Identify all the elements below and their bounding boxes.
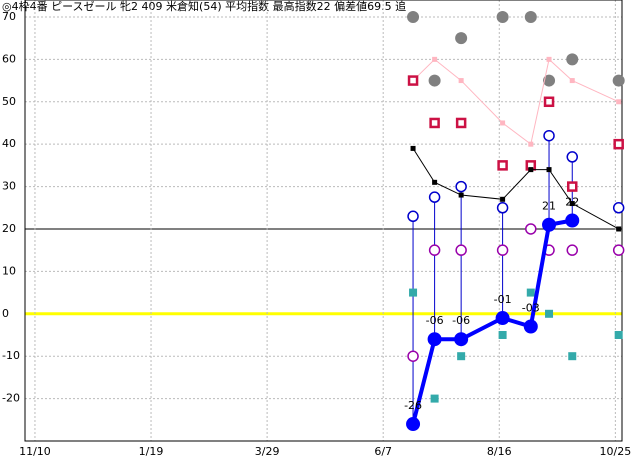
square (613, 138, 624, 150)
circle (525, 223, 537, 235)
y-tick-label: -10 (2, 349, 20, 362)
plot-frame (24, 0, 623, 442)
dot (455, 32, 468, 45)
x-tick-label: 10/25 (600, 445, 632, 458)
dot (566, 53, 579, 66)
square (528, 141, 534, 147)
circle (496, 244, 509, 256)
y-tick-label: 0 (2, 307, 9, 320)
square (430, 394, 439, 403)
square (458, 78, 464, 84)
dot (612, 74, 625, 87)
circle (612, 202, 625, 214)
circle (612, 244, 625, 256)
square (543, 96, 555, 108)
dot (428, 74, 441, 87)
square (410, 145, 416, 151)
y-tick-label: 40 (2, 137, 16, 150)
square (616, 226, 622, 232)
dot (543, 74, 556, 87)
circle (428, 191, 441, 203)
y-tick-label: 50 (2, 95, 16, 108)
value-label: -03 (522, 302, 540, 315)
x-tick-label: 6/7 (374, 445, 392, 458)
square (432, 179, 438, 185)
dot (427, 332, 442, 347)
series-line (412, 58, 619, 146)
y-tick-label: 10 (2, 264, 16, 277)
square (614, 330, 623, 339)
circle (407, 210, 419, 223)
value-label: -06 (426, 314, 444, 327)
square (546, 167, 552, 173)
square (409, 288, 418, 297)
x-tick-label: 8/16 (487, 445, 512, 458)
circle (566, 244, 578, 256)
value-label: -06 (452, 314, 470, 327)
x-tick-label: 11/10 (19, 445, 51, 458)
dot (454, 332, 469, 347)
x-tick-label: 1/19 (139, 445, 164, 458)
value-label: -01 (494, 293, 512, 306)
y-tick-label: 20 (2, 222, 16, 235)
square (568, 352, 577, 361)
square (457, 352, 466, 361)
square (498, 330, 507, 339)
dot (565, 213, 580, 228)
y-tick-label: 60 (2, 52, 16, 65)
square (545, 309, 554, 318)
square (407, 75, 419, 86)
dot (406, 417, 421, 432)
value-label: -26 (404, 399, 422, 412)
square (567, 181, 578, 192)
dot (496, 10, 509, 23)
dot (523, 319, 538, 334)
square (432, 56, 438, 62)
dot (524, 10, 537, 23)
square (569, 78, 575, 84)
dot (407, 10, 420, 23)
square (546, 56, 552, 62)
square (616, 99, 622, 105)
square (500, 120, 506, 126)
square (528, 167, 534, 173)
square (569, 201, 575, 207)
y-tick-label: 70 (2, 10, 16, 23)
series-line (412, 148, 619, 230)
value-label: 21 (542, 200, 556, 213)
circle (428, 244, 441, 256)
x-tick-label: 3/29 (255, 445, 280, 458)
y-tick-label: -20 (2, 392, 20, 405)
dot (542, 217, 557, 232)
square (497, 160, 508, 171)
y-tick-label: 30 (2, 180, 16, 193)
chart-title: ◎4枠4番 ピースゼール 牝2 409 米倉知(54) 平均指数 最高指数22 … (2, 0, 406, 13)
square (500, 196, 506, 202)
circle (543, 129, 555, 142)
square (458, 192, 464, 198)
circle (455, 244, 467, 256)
square (526, 288, 535, 297)
circle (455, 180, 467, 193)
value-label: 22 (565, 196, 579, 209)
dot (495, 311, 510, 326)
square (455, 117, 467, 129)
circle (407, 350, 419, 362)
square (429, 117, 440, 129)
circle (496, 202, 509, 214)
circle (566, 151, 578, 163)
